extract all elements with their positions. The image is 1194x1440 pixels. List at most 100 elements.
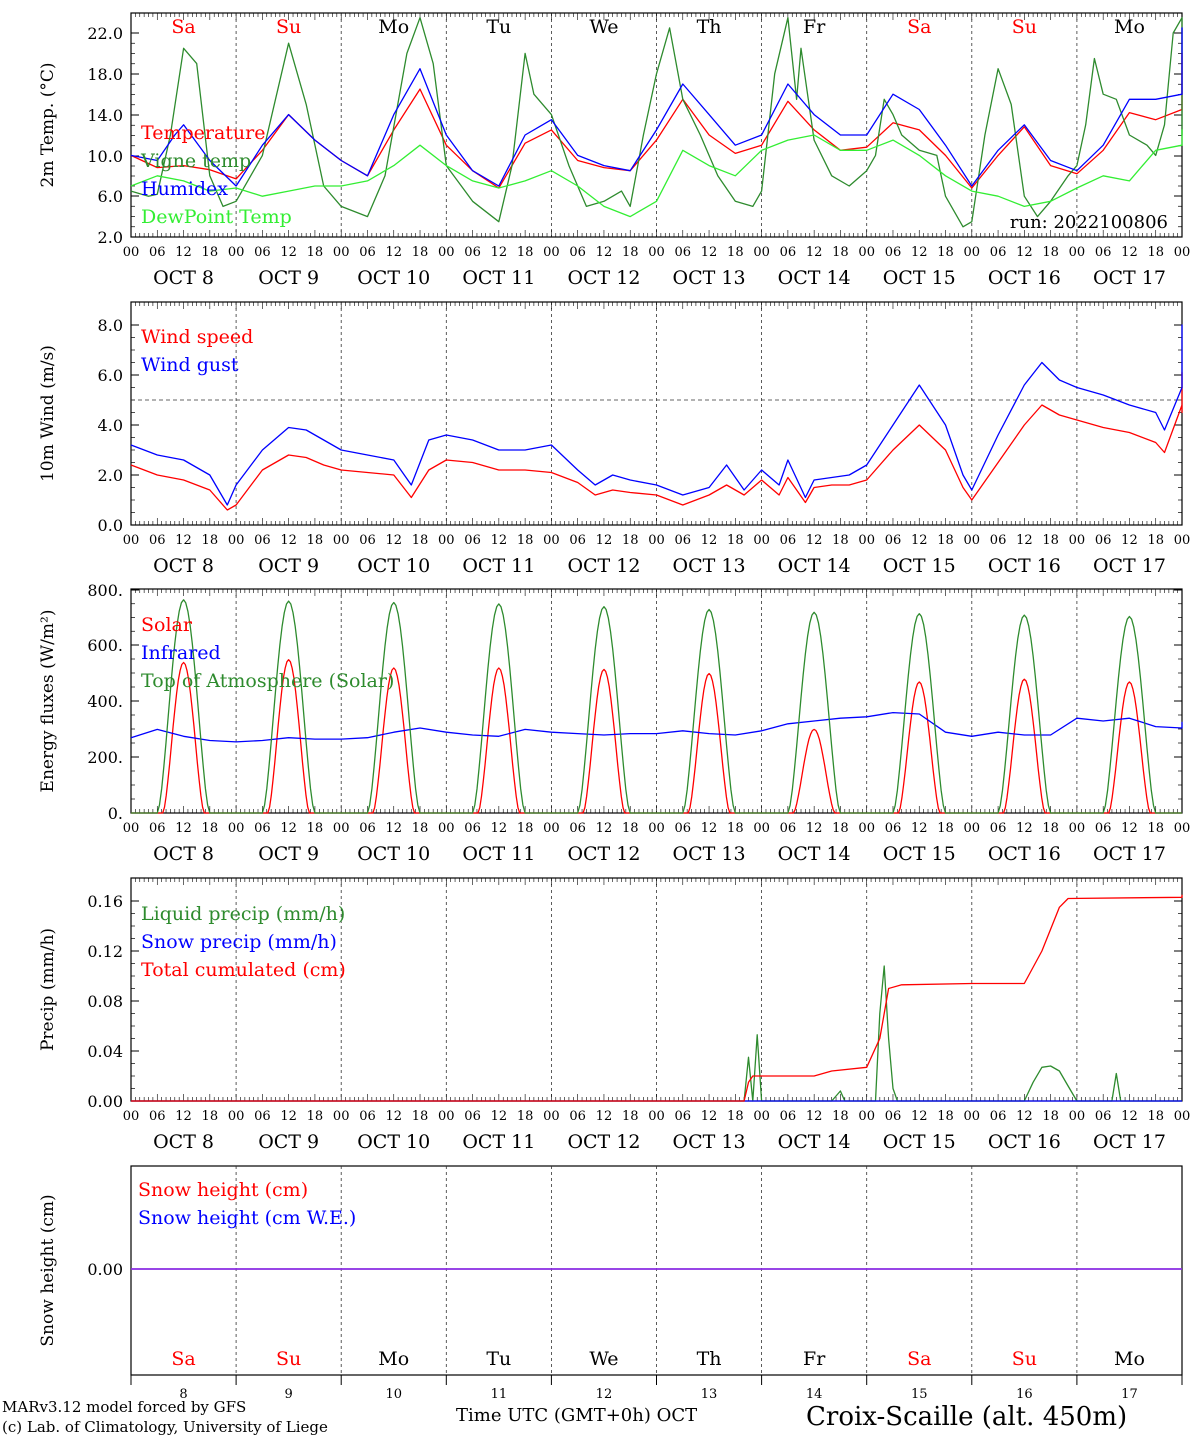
x-date-label: OCT 8 (153, 555, 214, 577)
x-hour-label: 18 (832, 1109, 849, 1124)
x-hour-label: 18 (832, 245, 849, 260)
x-hour-label: 12 (911, 821, 928, 836)
x-hour-label: 12 (806, 1109, 823, 1124)
y-tick-label: 0.0 (98, 516, 123, 535)
x-hour-label: 12 (806, 245, 823, 260)
y-axis-label: Energy fluxes (W/m²) (38, 610, 58, 793)
x-hour-label: 06 (675, 821, 692, 836)
x-hour-label: 12 (280, 533, 297, 548)
legend-snow-height-cm-w-e: Snow height (cm W.E.) (138, 1207, 356, 1229)
x-hour-label: 06 (569, 821, 586, 836)
series-total-cumulated-cm (131, 894, 1183, 1102)
day-number-label: 16 (1016, 1387, 1033, 1402)
y-axis-label: 10m Wind (m/s) (38, 345, 58, 482)
x-hour-label: 06 (464, 533, 481, 548)
x-hour-label: 00 (123, 245, 140, 260)
x-date-label: OCT 10 (357, 843, 430, 865)
time-axis-label: Time UTC (GMT+0h) OCT (456, 1405, 698, 1426)
x-hour-label: 12 (175, 533, 192, 548)
x-hour-label: 00 (123, 1109, 140, 1124)
weekday-label: Fr (803, 1348, 826, 1370)
weekday-label: Tu (486, 1348, 511, 1370)
x-hour-label: 06 (359, 821, 376, 836)
x-hour-label: 00 (1069, 533, 1086, 548)
x-hour-label: 06 (675, 1109, 692, 1124)
legend-infrared: Infrared (141, 642, 221, 664)
x-hour-label: 12 (701, 533, 718, 548)
x-date-label: OCT 11 (462, 1131, 535, 1153)
x-date-label: OCT 15 (883, 267, 956, 289)
x-hour-label: 00 (1174, 821, 1191, 836)
x-hour-label: 00 (438, 245, 455, 260)
x-hour-label: 18 (307, 533, 324, 548)
x-date-label: OCT 8 (153, 843, 214, 865)
x-hour-label: 06 (569, 533, 586, 548)
day-number-label: 8 (179, 1387, 187, 1402)
y-axis-label: 2m Temp. (°C) (38, 62, 58, 187)
legend-humidex: Humidex (141, 178, 228, 200)
x-hour-label: 18 (412, 1109, 429, 1124)
x-hour-label: 12 (1121, 1109, 1138, 1124)
x-hour-label: 00 (333, 821, 350, 836)
weekday-label: Sa (171, 1348, 195, 1370)
legend-top-of-atmosphere-solar: Top of Atmosphere (Solar) (141, 670, 394, 692)
x-hour-label: 00 (438, 821, 455, 836)
legend-wind-speed: Wind speed (141, 326, 253, 348)
x-hour-label: 12 (1016, 533, 1033, 548)
x-date-label: OCT 17 (1093, 555, 1166, 577)
x-hour-label: 00 (1174, 533, 1191, 548)
x-date-label: OCT 12 (567, 1131, 640, 1153)
x-date-label: OCT 10 (357, 267, 430, 289)
x-hour-label: 00 (543, 1109, 560, 1124)
x-hour-label: 12 (596, 533, 613, 548)
x-hour-label: 12 (1016, 245, 1033, 260)
x-hour-label: 00 (228, 1109, 245, 1124)
x-hour-label: 06 (1095, 821, 1112, 836)
y-tick-label: 8.0 (98, 316, 123, 335)
x-hour-label: 18 (202, 245, 219, 260)
x-hour-label: 06 (464, 1109, 481, 1124)
x-hour-label: 12 (596, 1109, 613, 1124)
x-date-label: OCT 9 (258, 267, 319, 289)
x-hour-label: 00 (543, 533, 560, 548)
x-hour-label: 12 (596, 245, 613, 260)
x-hour-label: 00 (753, 821, 770, 836)
x-date-label: OCT 11 (462, 843, 535, 865)
x-date-label: OCT 13 (673, 1131, 746, 1153)
y-tick-label: 18.0 (87, 65, 123, 84)
x-hour-label: 18 (937, 821, 954, 836)
x-hour-label: 18 (622, 1109, 639, 1124)
x-hour-label: 18 (412, 533, 429, 548)
y-tick-label: 800. (87, 581, 123, 600)
x-hour-label: 12 (1016, 1109, 1033, 1124)
x-date-label: OCT 15 (883, 555, 956, 577)
x-hour-label: 00 (858, 821, 875, 836)
x-hour-label: 18 (727, 821, 744, 836)
y-axis-label: Snow height (cm) (38, 1194, 58, 1346)
x-hour-label: 00 (228, 821, 245, 836)
x-hour-label: 00 (648, 821, 665, 836)
x-hour-label: 00 (648, 533, 665, 548)
x-hour-label: 00 (1069, 1109, 1086, 1124)
x-hour-label: 18 (622, 821, 639, 836)
weekday-label: Su (1012, 16, 1037, 38)
weekday-label: Sa (907, 1348, 931, 1370)
x-hour-label: 06 (359, 1109, 376, 1124)
x-hour-label: 12 (701, 1109, 718, 1124)
x-hour-label: 06 (885, 1109, 902, 1124)
x-hour-label: 12 (280, 821, 297, 836)
x-hour-label: 18 (202, 821, 219, 836)
x-hour-label: 18 (412, 821, 429, 836)
series-dewpoint-temp (130, 129, 1183, 218)
x-hour-label: 12 (385, 821, 402, 836)
x-hour-label: 18 (937, 533, 954, 548)
x-hour-label: 00 (438, 1109, 455, 1124)
x-hour-label: 18 (1147, 1109, 1164, 1124)
x-hour-label: 06 (254, 1109, 271, 1124)
y-tick-label: 0.00 (87, 1092, 123, 1111)
y-tick-label: 200. (87, 748, 123, 767)
legend-total-cumulated-cm: Total cumulated (cm) (141, 959, 346, 981)
y-tick-label: 14.0 (87, 106, 123, 125)
x-hour-label: 18 (307, 821, 324, 836)
x-hour-label: 06 (780, 533, 797, 548)
